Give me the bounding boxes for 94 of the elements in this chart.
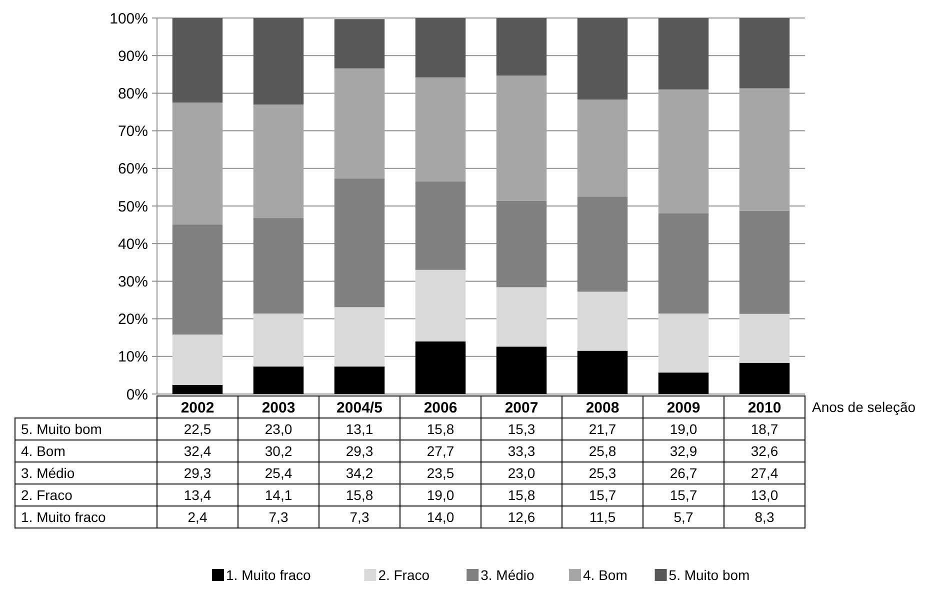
data-label: 26,7 (670, 464, 698, 481)
data-label: 15,7 (670, 486, 698, 503)
data-label: 2,4 (188, 508, 208, 525)
data-label: 7,3 (350, 508, 370, 525)
data-label: 11,5 (589, 508, 616, 525)
data-label: 23,0 (264, 420, 292, 437)
y-tick-label: 80% (118, 85, 148, 102)
data-label: 32,4 (184, 442, 212, 459)
data-label: 27,7 (426, 442, 454, 459)
y-tick-label: 30% (118, 273, 148, 290)
data-label: 32,6 (750, 442, 778, 459)
text: 2. Fraco (21, 486, 72, 503)
data-label: 7,3 (268, 508, 288, 525)
legend-label: 3. Médio (480, 566, 535, 583)
data-label: 19,0 (670, 420, 698, 437)
data-label: 25,4 (264, 464, 292, 481)
data-label: 15,8 (426, 420, 454, 437)
bar (253, 18, 304, 104)
text: 3. Médio (21, 464, 75, 481)
data-label: 32,9 (670, 442, 698, 459)
data-label: 23,5 (426, 464, 454, 481)
data-label: 15,8 (508, 486, 536, 503)
x-axis-title: Anos de seleção (812, 398, 916, 415)
data-label: 25,3 (588, 464, 616, 481)
x-tick-label: 2008 (586, 399, 620, 416)
x-tick-label: 2007 (504, 399, 538, 416)
data-label: 29,3 (346, 442, 374, 459)
data-label: 15,3 (508, 420, 536, 437)
y-tick-label: 90% (118, 48, 148, 65)
legend-label: 1. Muito fraco (226, 566, 312, 583)
data-label: 23,0 (508, 464, 536, 481)
x-tick-label: 2002 (180, 399, 214, 416)
y-tick-label: 20% (118, 311, 148, 328)
data-label: 15,8 (346, 486, 374, 503)
data-label: 27,4 (750, 464, 778, 481)
data-label: 14,0 (426, 508, 454, 525)
x-tick-label: 2003 (262, 399, 296, 416)
bar (415, 18, 466, 78)
data-label: 13,4 (184, 486, 212, 503)
data-label: 18,7 (750, 420, 778, 437)
data-label: 5,7 (674, 508, 694, 525)
y-tick-label: 70% (118, 123, 148, 140)
bar (496, 76, 547, 201)
legend-label: 4. Bom (583, 566, 628, 583)
text: 4. Bom (21, 442, 66, 459)
data-label: 25,8 (588, 442, 616, 459)
bar (172, 18, 223, 103)
bar (253, 314, 304, 367)
legend-label: 2. Fraco (378, 566, 430, 583)
y-tick-label: 40% (118, 236, 148, 253)
data-label: 19,0 (426, 486, 454, 503)
bar (415, 270, 466, 342)
bar (577, 100, 628, 197)
y-tick-label: 100% (110, 10, 148, 28)
data-label: 30,2 (264, 442, 292, 459)
bar (739, 314, 790, 363)
data-label: 15,7 (588, 486, 616, 503)
data-label: 22,5 (184, 420, 212, 437)
bar (334, 307, 385, 367)
legend-label: 5. Muito bom (668, 566, 750, 583)
x-tick-label: 2010 (748, 399, 782, 416)
data-label: 34,2 (346, 464, 374, 481)
data-label: 14,1 (264, 486, 292, 503)
data-label: 8,3 (754, 508, 774, 525)
bar (577, 18, 628, 100)
x-tick-label: 2006 (424, 399, 458, 416)
bar (172, 334, 223, 385)
x-tick-label: 2004/5 (336, 399, 382, 416)
data-label: 29,3 (184, 464, 212, 481)
bar (658, 18, 709, 90)
bar (739, 18, 790, 88)
bar (496, 18, 547, 76)
y-tick-label: 60% (118, 160, 148, 178)
text: 1. Muito fraco (21, 508, 106, 525)
bar (415, 77, 466, 182)
data-label: 13,1 (346, 420, 374, 437)
data-label: 33,3 (508, 442, 536, 459)
y-tick-label: 0% (126, 386, 148, 404)
y-tick-label: 10% (118, 348, 148, 366)
bar (496, 287, 547, 347)
bar (658, 314, 709, 373)
data-label: 13,0 (750, 486, 778, 503)
x-tick-label: 2009 (666, 399, 700, 416)
data-label: 12,6 (508, 508, 536, 525)
y-tick-label: 50% (118, 198, 148, 216)
text: 5. Muito bom (21, 420, 102, 437)
bar (172, 102, 223, 224)
bar (577, 292, 628, 351)
bar (253, 104, 304, 218)
bar (658, 89, 709, 214)
bar (334, 19, 385, 68)
bar (739, 88, 790, 211)
bar (334, 68, 385, 179)
data-label: 21,7 (588, 420, 616, 437)
